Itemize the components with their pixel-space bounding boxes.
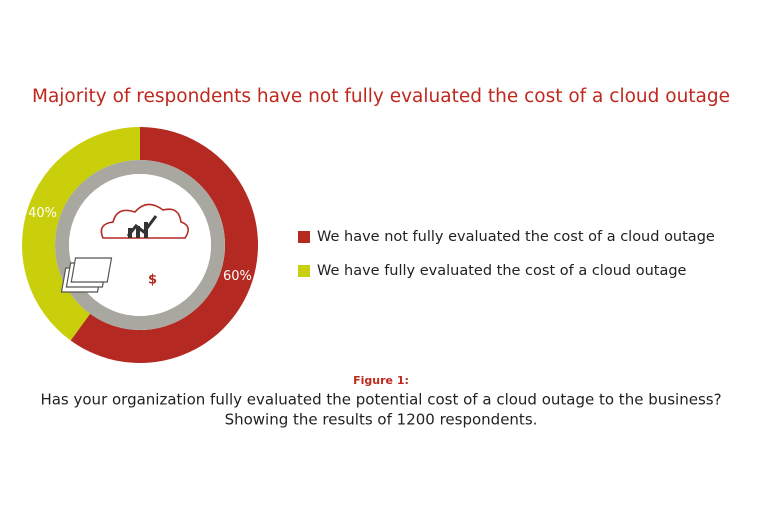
figure-label: Figure 1: bbox=[353, 374, 409, 387]
svg-text:$: $ bbox=[148, 273, 157, 288]
value-label: 40% bbox=[28, 206, 57, 221]
legend-label: We have not fully evaluated the cost of … bbox=[317, 229, 715, 245]
chart-title: Majority of respondents have not fully e… bbox=[32, 86, 730, 107]
legend-swatch bbox=[298, 265, 310, 277]
donut bbox=[22, 127, 258, 363]
inner-ring bbox=[55, 160, 225, 330]
money-icon: $ bbox=[60, 257, 157, 293]
cloud-icon bbox=[100, 203, 189, 239]
value-label: 60% bbox=[223, 269, 252, 284]
caption-line: Showing the results of 1200 respondents. bbox=[225, 411, 538, 429]
inner-disc bbox=[69, 174, 211, 316]
donut-slice bbox=[70, 127, 258, 363]
caption-line: Has your organization fully evaluated th… bbox=[40, 391, 721, 409]
legend-swatch bbox=[298, 231, 310, 243]
donut-slice bbox=[22, 127, 141, 341]
legend-label: We have fully evaluated the cost of a cl… bbox=[317, 263, 687, 279]
